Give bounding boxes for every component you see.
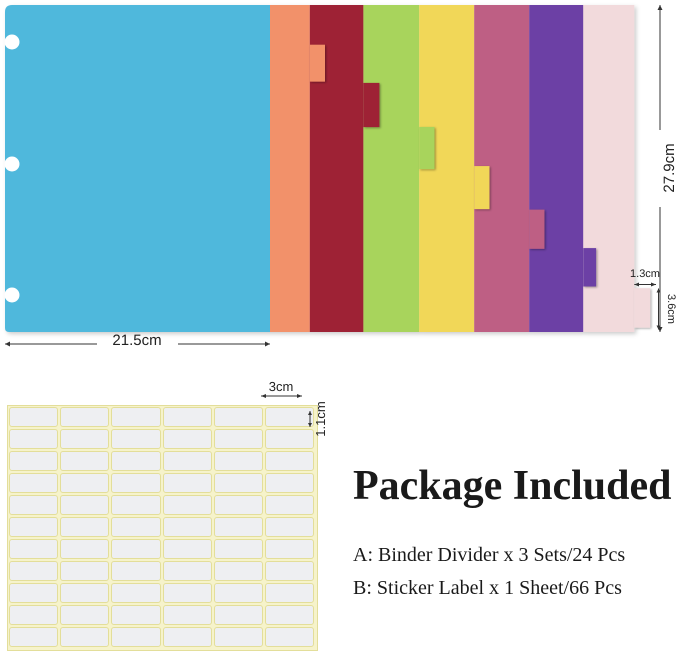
svg-text:3cm: 3cm [269,379,294,394]
svg-text:1.1cm: 1.1cm [313,401,328,436]
